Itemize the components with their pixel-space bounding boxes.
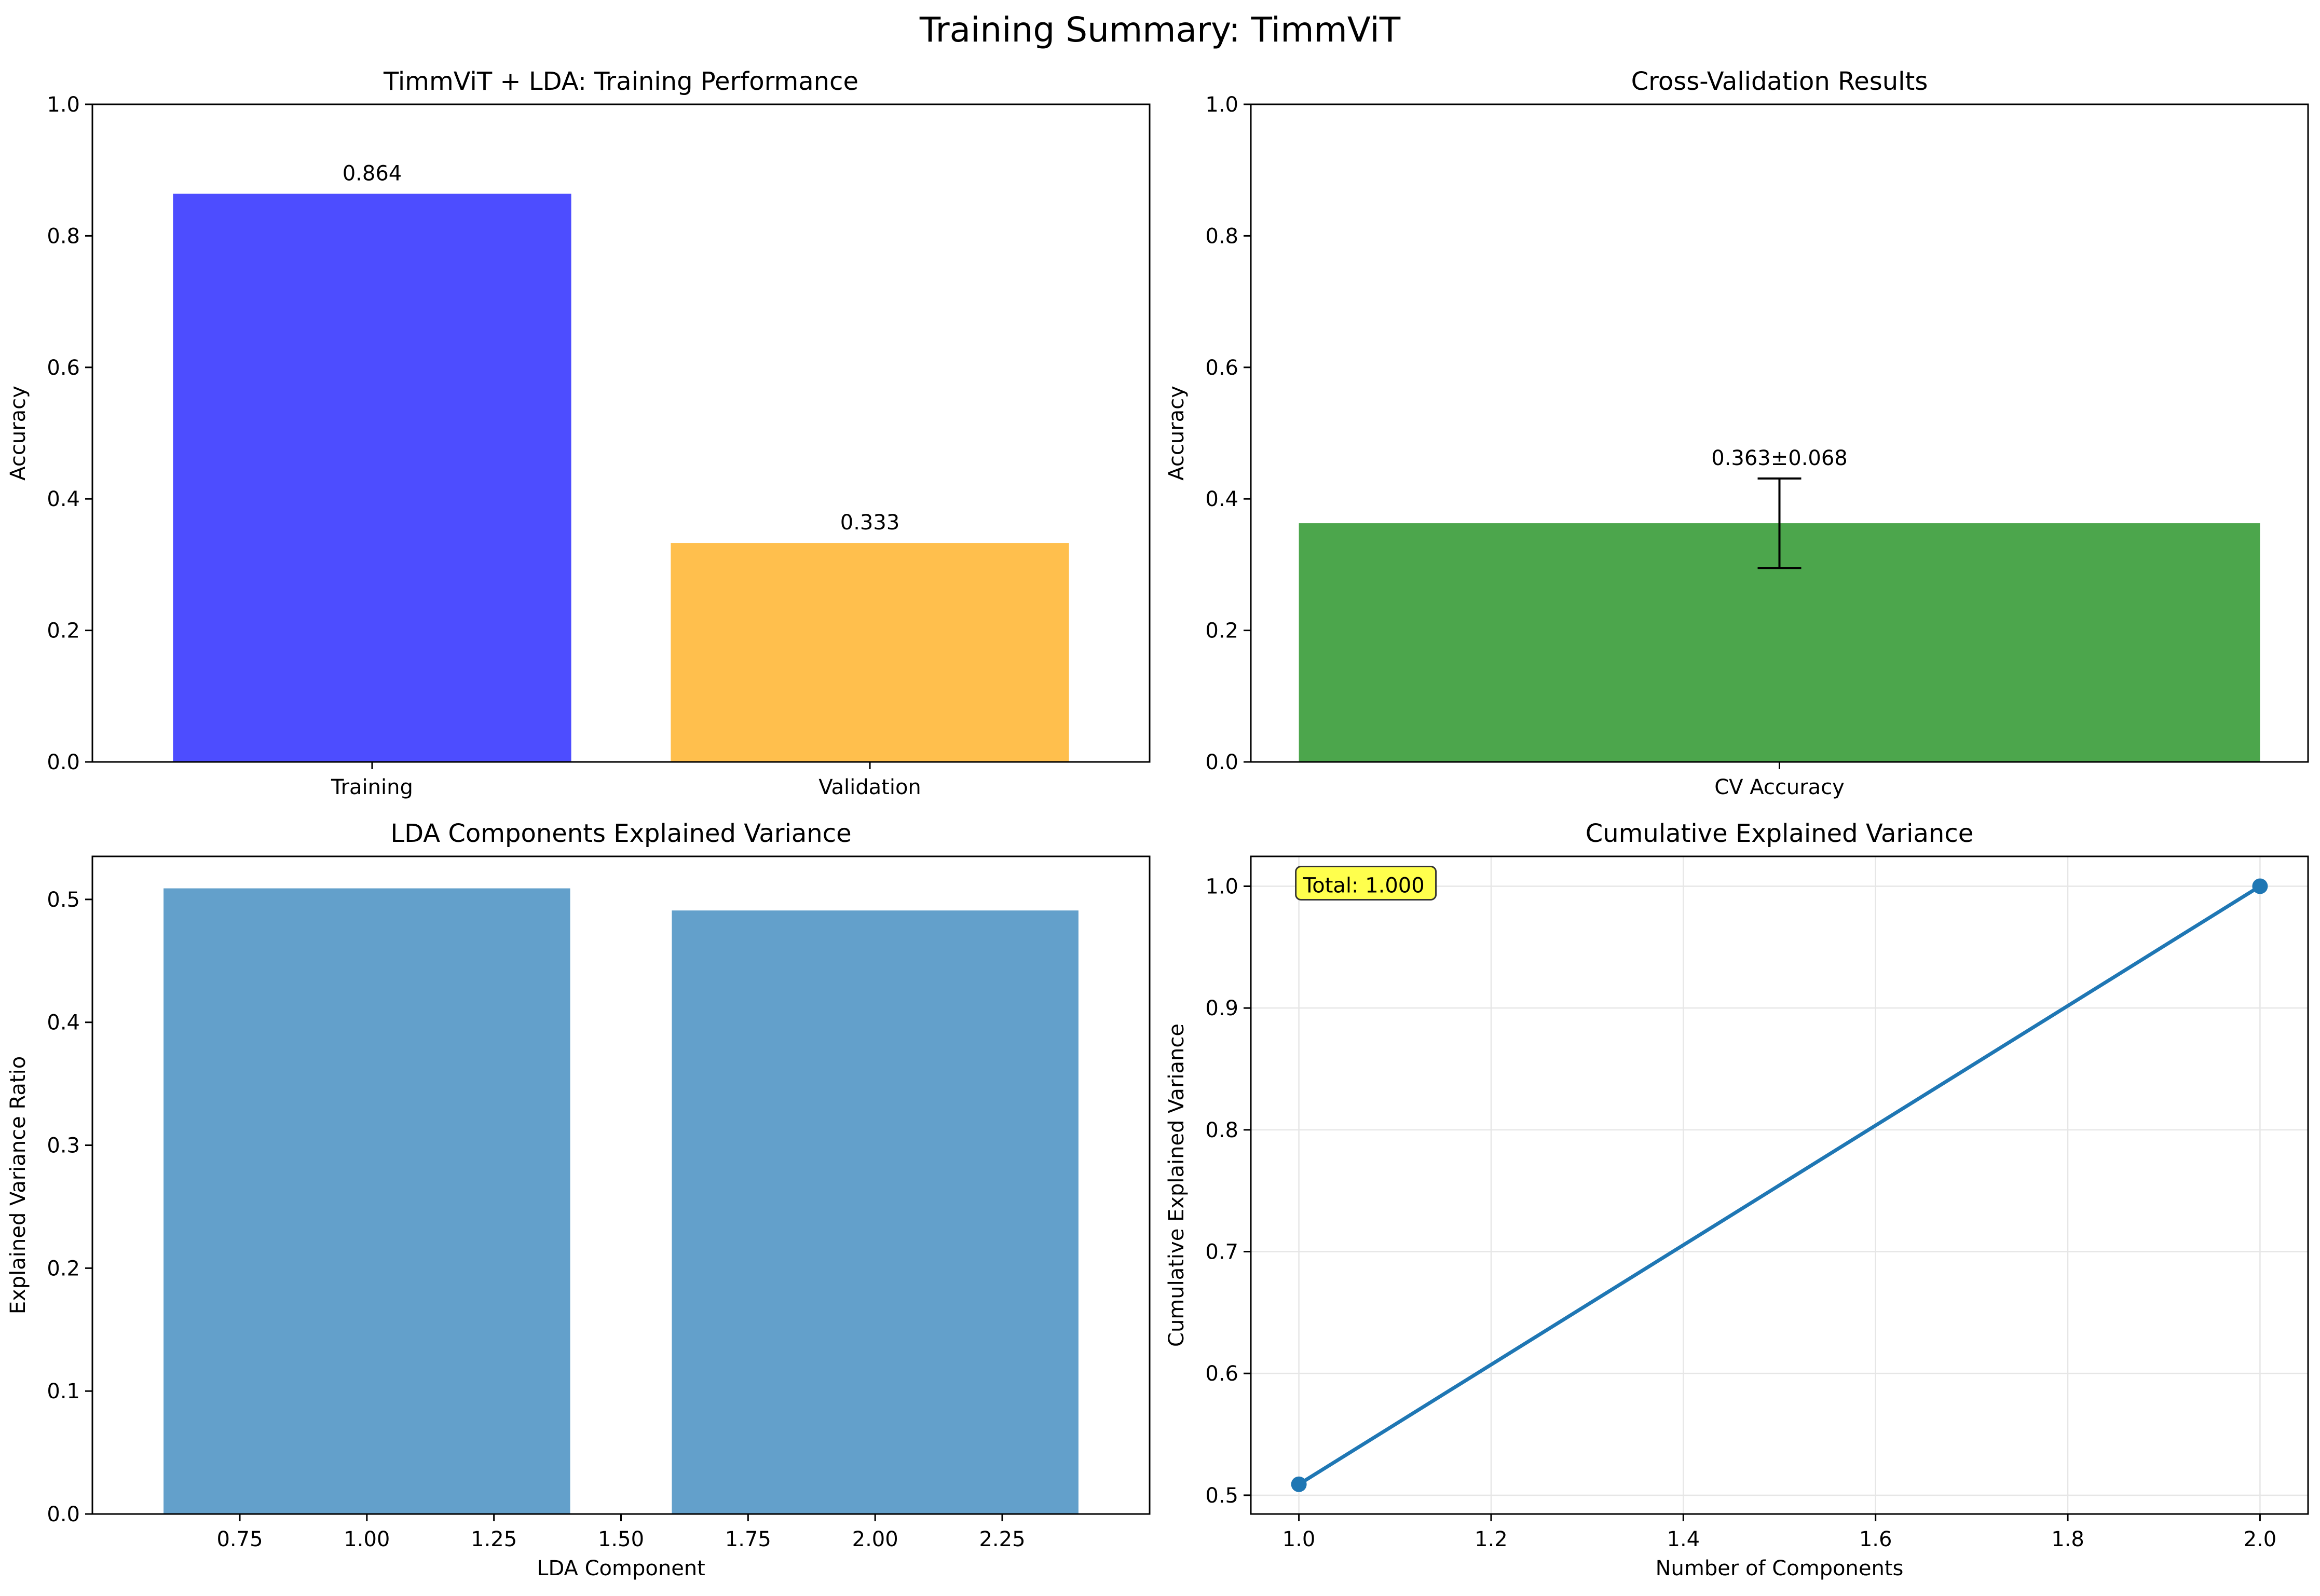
x-tick-label: 2.25 bbox=[979, 1527, 1025, 1551]
x-tick-label: 1.2 bbox=[1475, 1527, 1508, 1551]
data-label: 0.363±0.068 bbox=[1711, 446, 1848, 470]
y-tick-label: 0.4 bbox=[47, 487, 80, 511]
series-point bbox=[1291, 1476, 1307, 1492]
y-axis-label: Explained Variance Ratio bbox=[6, 1056, 30, 1314]
y-tick-label: 0.6 bbox=[1205, 356, 1238, 380]
subplot-3: 0.0 0.1 0.2 0.3 0.4 0.5 0.75 1.00 1.25 1.50 1.75 2.… bbox=[6, 819, 1151, 1580]
y-tick-label: 0.6 bbox=[47, 356, 80, 380]
y-tick-label: 0.8 bbox=[1205, 1118, 1238, 1142]
axes-frame bbox=[91, 103, 1151, 763]
y-tick-label: 0.4 bbox=[47, 1011, 80, 1035]
y-axis-label: Accuracy bbox=[6, 386, 30, 481]
subplot-title: LDA Components Explained Variance bbox=[390, 819, 851, 848]
x-tick-label: 1.4 bbox=[1667, 1527, 1700, 1551]
data-label: 0.333 bbox=[840, 511, 900, 535]
y-tick-label: 0.1 bbox=[47, 1380, 80, 1403]
axes-frame bbox=[1250, 855, 2309, 1515]
x-tick-label: 1.50 bbox=[598, 1527, 644, 1551]
x-tick-label: 2.00 bbox=[852, 1527, 898, 1551]
y-tick-label: 0.8 bbox=[1205, 224, 1238, 248]
bar bbox=[163, 888, 570, 1514]
x-axis-label: Number of Components bbox=[1656, 1557, 1904, 1580]
y-tick-label: 0.5 bbox=[47, 888, 80, 912]
subplot-2: 0.363±0.068 0.0 0.2 0.4 0.6 0.8 1.0 CV Accuracy… bbox=[1165, 67, 2309, 799]
series-point bbox=[2252, 878, 2268, 894]
y-axis-label: Cumulative Explained Variance bbox=[1165, 1024, 1189, 1347]
x-tick-label: Validation bbox=[818, 775, 921, 799]
x-tick-label: 1.6 bbox=[1859, 1527, 1892, 1551]
x-tick-label: CV Accuracy bbox=[1714, 775, 1845, 799]
x-tick-label: 1.00 bbox=[344, 1527, 390, 1551]
y-tick-label: 0.4 bbox=[1205, 487, 1238, 511]
x-tick-label: 1.0 bbox=[1282, 1527, 1316, 1551]
y-tick-label: 1.0 bbox=[47, 93, 80, 117]
figure-title: Training Summary: TimmViT bbox=[919, 10, 1401, 50]
y-tick-label: 1.0 bbox=[1205, 93, 1238, 117]
y-tick-label: 0.3 bbox=[47, 1134, 80, 1158]
x-axis-label: LDA Component bbox=[537, 1557, 705, 1580]
data-label: 0.864 bbox=[343, 161, 402, 185]
annotation-box bbox=[1295, 865, 1437, 901]
x-tick-label: Training bbox=[331, 775, 413, 799]
x-tick-label: 0.75 bbox=[216, 1527, 263, 1551]
bar bbox=[672, 910, 1079, 1514]
y-tick-label: 0.2 bbox=[47, 619, 80, 643]
y-tick-label: 0.0 bbox=[1205, 751, 1238, 774]
annotation-text: Total: 1.000 bbox=[1303, 874, 1425, 897]
x-tick-label: 1.8 bbox=[2051, 1527, 2084, 1551]
bar bbox=[173, 194, 571, 762]
x-tick-label: 1.25 bbox=[471, 1527, 517, 1551]
y-tick-label: 0.7 bbox=[1205, 1240, 1238, 1264]
series-line bbox=[1298, 884, 2261, 1486]
subplot-title: Cumulative Explained Variance bbox=[1586, 819, 1974, 848]
y-tick-label: 0.5 bbox=[1205, 1484, 1238, 1508]
subplot-title: Cross-Validation Results bbox=[1631, 67, 1928, 96]
y-tick-label: 0.9 bbox=[1205, 997, 1238, 1020]
subplot-1: 0.864 0.333 0.0 0.2 0.4 0.6 0.8 1.0 Training Vali… bbox=[6, 67, 1151, 799]
y-tick-label: 0.0 bbox=[47, 1503, 80, 1526]
subplot-4: Total: 1.000 0.5 0.6 0.7 0.8 0.9 1.0 1.0 1.2 1.4 1… bbox=[1165, 819, 2309, 1580]
subplots-grid: 0.864 0.333 0.0 0.2 0.4 0.6 0.8 1.0 Training Vali… bbox=[6, 67, 2309, 1580]
y-tick-label: 0.2 bbox=[47, 1257, 80, 1280]
y-tick-label: 0.8 bbox=[47, 224, 80, 248]
y-axis-label: Accuracy bbox=[1165, 386, 1189, 481]
y-tick-label: 0.2 bbox=[1205, 619, 1238, 643]
y-tick-label: 0.6 bbox=[1205, 1362, 1238, 1386]
x-tick-label: 2.0 bbox=[2244, 1527, 2277, 1551]
x-tick-label: 1.75 bbox=[725, 1527, 771, 1551]
subplot-title: TimmViT + LDA: Training Performance bbox=[383, 67, 858, 96]
bar bbox=[671, 543, 1069, 762]
y-tick-label: 1.0 bbox=[1205, 875, 1238, 898]
y-tick-label: 0.0 bbox=[47, 751, 80, 774]
